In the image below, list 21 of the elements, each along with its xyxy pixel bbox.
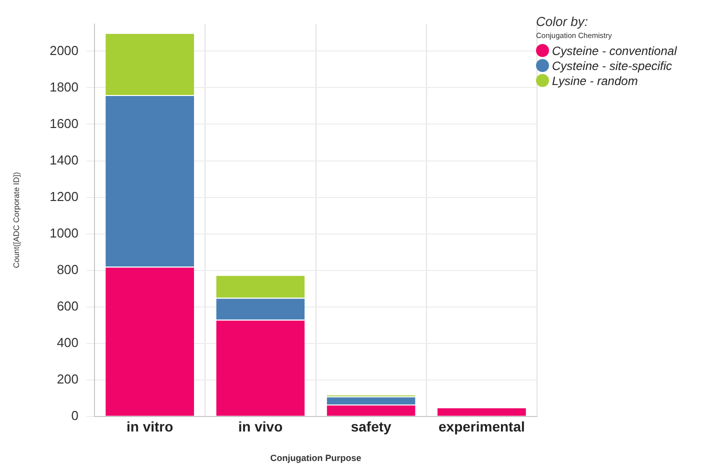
y-tick-label: 1800 [50, 79, 79, 94]
legend-title: Color by: [536, 14, 590, 29]
y-tick-label: 1400 [50, 152, 79, 168]
y-tick-label: 200 [56, 371, 79, 386]
x-tick-label: experimental [438, 418, 525, 435]
x-tick-label: in vivo [238, 418, 283, 435]
x-tick-label: in vitro [126, 418, 174, 435]
y-tick-label: 1200 [50, 188, 79, 204]
legend-label: Lysine - random [552, 74, 638, 88]
y-tick-label: 1600 [50, 116, 79, 131]
y-tick-label: 400 [56, 334, 79, 350]
y-axis-title: Count([ADC Corporate ID]) [12, 172, 22, 268]
x-tick-label: safety [350, 418, 392, 435]
y-tick-label: 800 [56, 262, 79, 277]
legend-label: Cysteine - site-specific [552, 58, 672, 72]
x-axis-title: Conjugation Purpose [270, 453, 362, 464]
y-tick-label: 0 [71, 408, 79, 423]
y-tick-label: 1000 [50, 225, 79, 240]
legend-label: Cysteine - conventional [552, 44, 677, 58]
y-tick-label: 600 [56, 298, 79, 314]
y-tick-label: 2000 [50, 42, 79, 58]
